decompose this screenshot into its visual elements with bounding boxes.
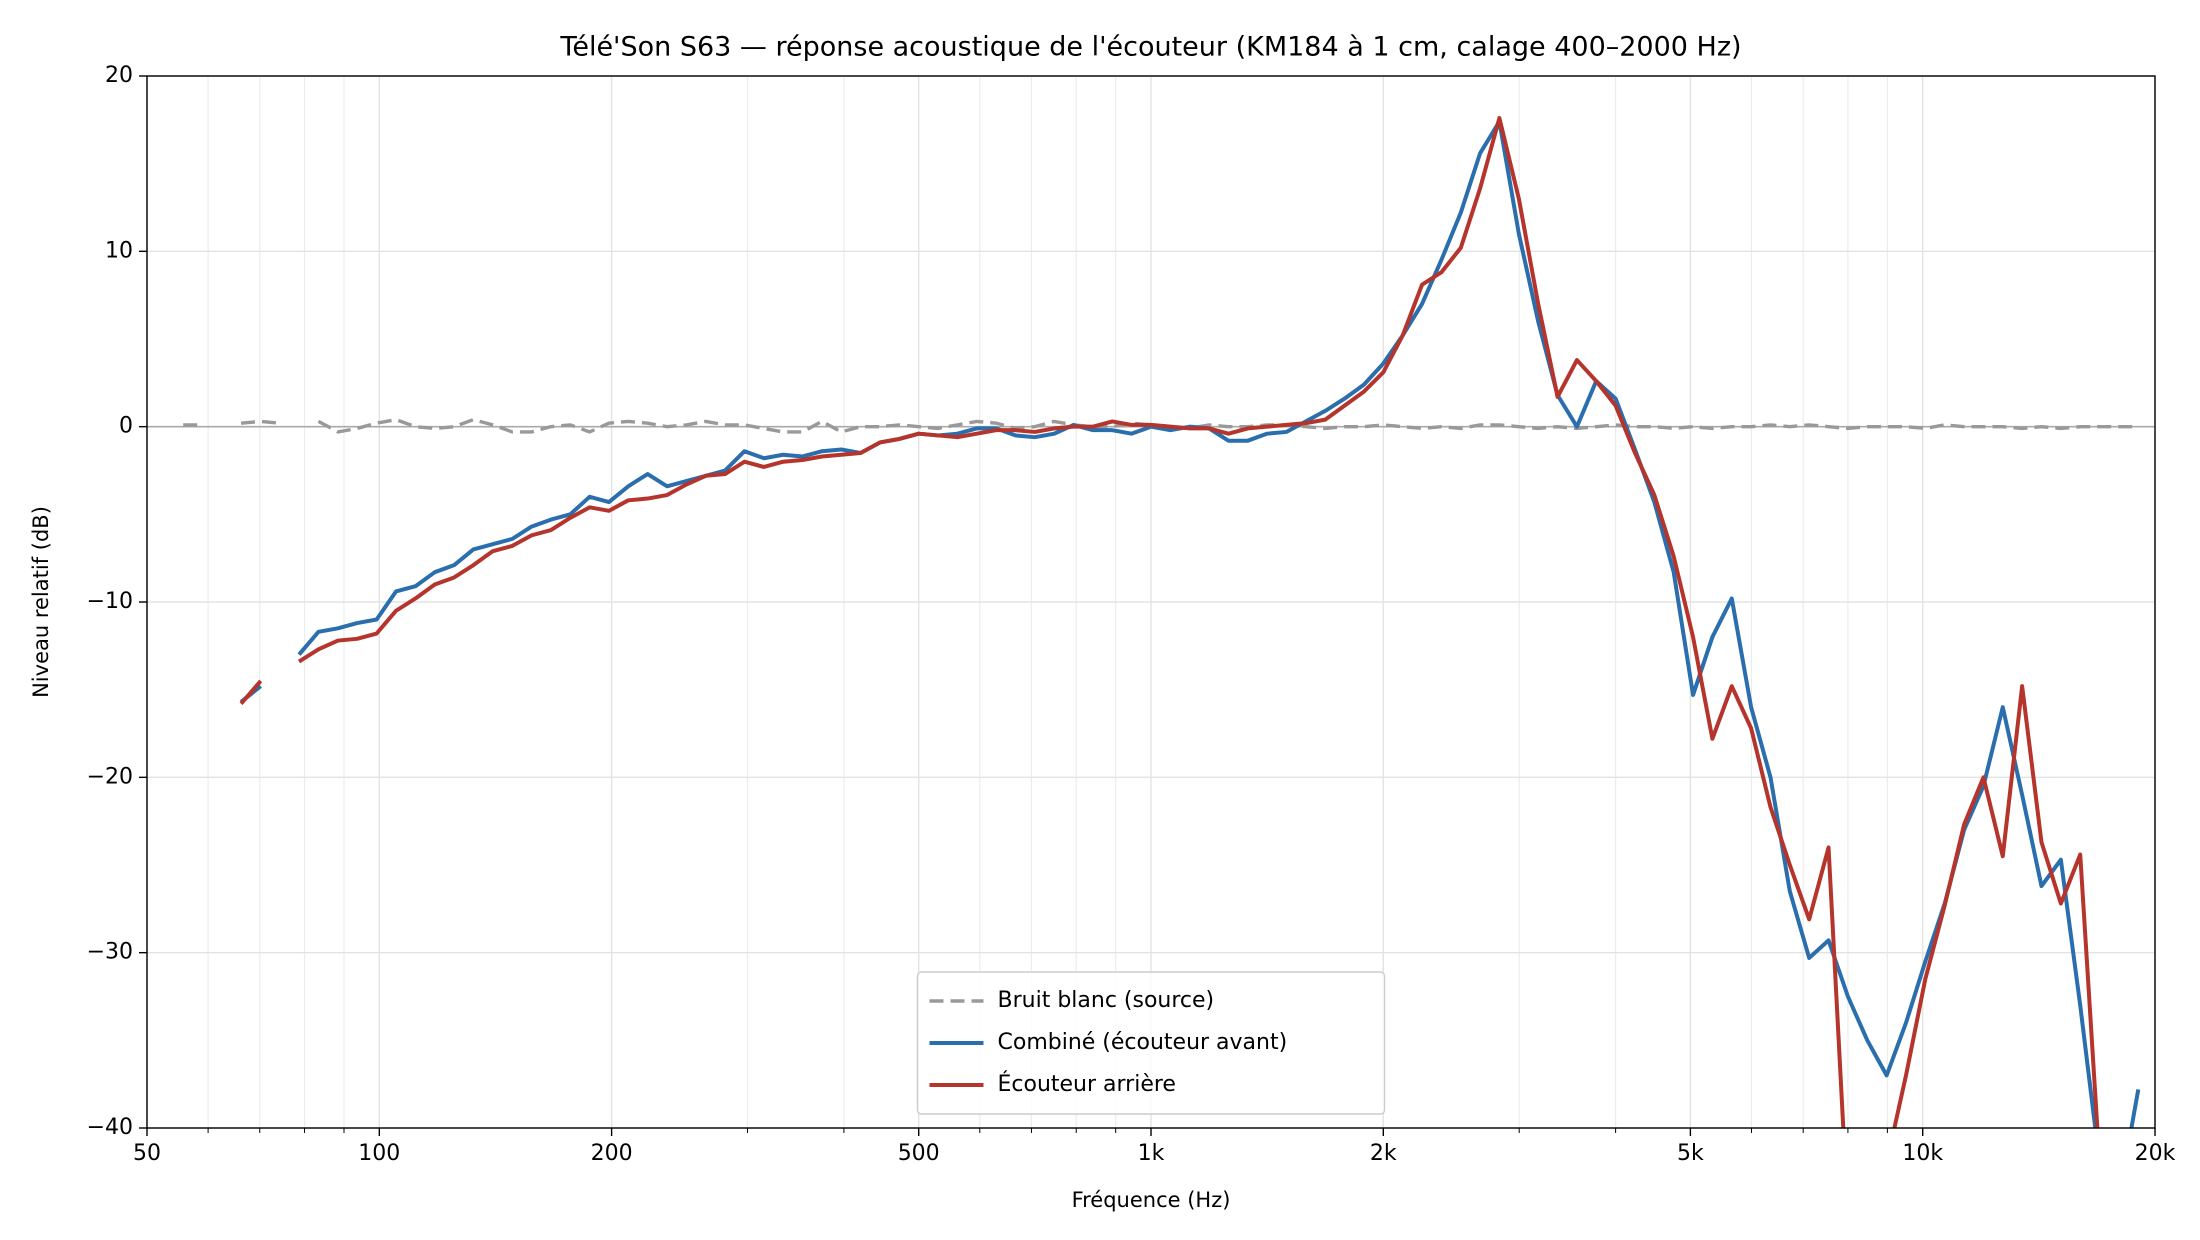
x-tick-label: 10k — [1902, 1141, 1943, 1166]
y-tick-label: −10 — [87, 589, 133, 614]
y-tick-label: 20 — [105, 63, 133, 88]
y-tick-label: −40 — [87, 1115, 133, 1140]
y-tick-label: 10 — [105, 238, 133, 263]
x-tick-label: 200 — [591, 1141, 633, 1166]
x-tick-label: 500 — [898, 1141, 940, 1166]
y-tick-label: −30 — [87, 940, 133, 965]
x-tick-label: 2k — [1370, 1141, 1397, 1166]
x-tick-label: 5k — [1677, 1141, 1704, 1166]
series-line — [183, 417, 2139, 434]
legend-label: Bruit blanc (source) — [998, 988, 1215, 1013]
plot-area — [147, 116, 2155, 1128]
legend-box — [916, 971, 1386, 1115]
x-tick-label: 1k — [1138, 1141, 1165, 1166]
y-axis-label: Niveau relatif (dB) — [29, 506, 53, 698]
legend: Bruit blanc (source) Combiné (écouteur av… — [916, 971, 1386, 1115]
axes: 50 100 200 500 1k 2k 5k 10k 20k −40 −30 −20 −10 0 10 20 — [87, 63, 2176, 1166]
legend-label: Écouteur arrière — [998, 1071, 1176, 1097]
x-axis-label: Fréquence (Hz) — [1072, 1188, 1231, 1212]
y-tick-label: 0 — [119, 414, 133, 439]
x-tick-label: 50 — [133, 1141, 161, 1166]
legend-label: Combiné (écouteur avant) — [998, 1030, 1288, 1055]
x-tick-label: 100 — [358, 1141, 400, 1166]
series-line — [239, 116, 2100, 1128]
y-tick-label: −20 — [87, 764, 133, 789]
x-tick-label: 20k — [2135, 1141, 2176, 1166]
chart-title: Télé'Son S63 — réponse acoustique de l'é… — [559, 32, 1741, 63]
